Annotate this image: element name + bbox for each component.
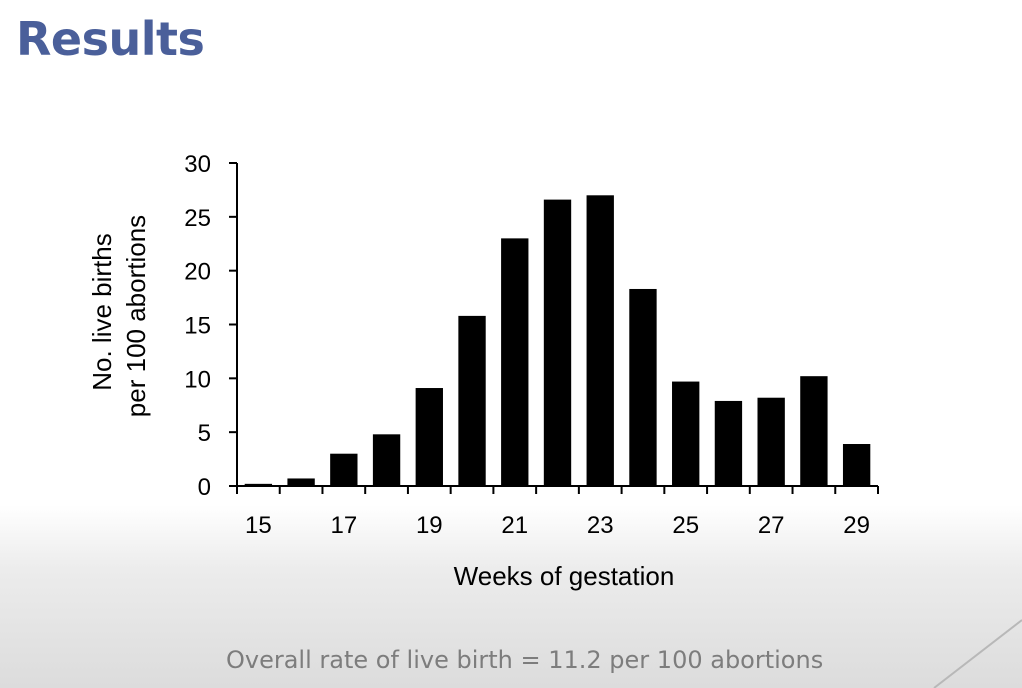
y-tick-label: 25 xyxy=(184,205,211,232)
bar-series xyxy=(244,195,871,487)
bar-week-15 xyxy=(244,483,273,486)
x-tick-label: 21 xyxy=(501,512,528,539)
y-tick-label: 30 xyxy=(184,151,211,178)
y-tick-label: 10 xyxy=(184,366,211,393)
x-tick-label: 25 xyxy=(672,512,699,539)
bar-week-29 xyxy=(842,444,871,486)
y-tick-label: 0 xyxy=(198,474,211,501)
x-tick-label: 29 xyxy=(843,512,870,539)
x-tick-label: 17 xyxy=(330,512,357,539)
bar-week-22 xyxy=(543,199,572,486)
x-tick-label: 23 xyxy=(587,512,614,539)
bar-week-19 xyxy=(415,388,443,486)
y-tick-label: 15 xyxy=(184,313,211,340)
x-tick-label: 15 xyxy=(245,512,272,539)
slide-title: Results xyxy=(16,12,205,66)
y-axis-title-line-1: No. live births xyxy=(87,233,117,391)
bar-week-27 xyxy=(757,397,785,486)
bar-week-23 xyxy=(586,195,614,487)
y-tick-labels: 0 5 10 15 20 25 30 xyxy=(184,151,211,501)
x-axis-title: Weeks of gestation xyxy=(454,561,675,591)
overall-rate-footnote: Overall rate of live birth = 11.2 per 10… xyxy=(226,646,824,674)
x-tick-labels: 15 17 19 21 23 25 27 29 xyxy=(245,512,870,539)
bar-week-21 xyxy=(501,238,529,486)
bar-week-20 xyxy=(458,315,486,486)
bar-week-18 xyxy=(372,434,401,486)
x-tick-label: 19 xyxy=(416,512,443,539)
bar-week-28 xyxy=(800,376,828,486)
bar-week-26 xyxy=(714,400,743,486)
y-tick-label: 20 xyxy=(184,259,211,286)
bottom-gradient-band xyxy=(0,505,1022,688)
bar-week-24 xyxy=(629,288,657,486)
x-tick-label: 27 xyxy=(758,512,785,539)
bar-week-16 xyxy=(287,478,315,486)
y-axis-title-line-2: per 100 abortions xyxy=(121,215,151,417)
y-tick-label: 5 xyxy=(198,420,211,447)
bar-week-25 xyxy=(672,381,700,486)
bar-week-17 xyxy=(330,453,358,486)
y-axis xyxy=(229,162,238,487)
